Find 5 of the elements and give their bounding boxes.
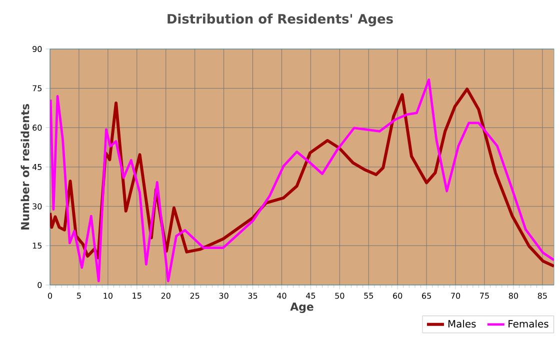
chart-title: Distribution of Residents' Ages [168,14,393,26]
x-axis-title: Age [290,302,314,313]
legend-label: Females [508,320,548,328]
y-axis-title: Number of residents [20,104,30,230]
legend-label: Males [448,320,476,328]
